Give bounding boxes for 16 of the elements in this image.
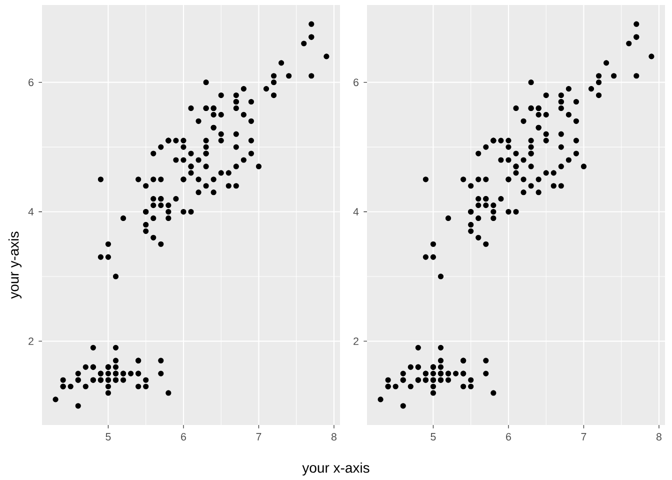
- x-tick-label: 5: [430, 433, 436, 440]
- x-tick-label: 5: [106, 433, 111, 440]
- x-axis-title: your x-axis: [302, 462, 370, 476]
- x-tick-label: 8: [331, 433, 336, 441]
- y-tick-label: 4: [353, 208, 359, 216]
- y-tick-label: 6: [28, 78, 34, 86]
- x-tick-label: 7: [581, 433, 586, 440]
- y-tick-label: 2: [354, 337, 358, 345]
- x-tick-label: 7: [256, 433, 262, 440]
- y-axis-title: your y-axis: [8, 232, 22, 299]
- x-tick-label: 8: [656, 433, 662, 441]
- y-tick-label: 2: [28, 337, 34, 345]
- y-tick-label: 4: [28, 208, 34, 216]
- x-tick-label: 6: [181, 433, 186, 441]
- y-tick-label: 6: [354, 78, 358, 86]
- x-tick-label: 6: [506, 433, 511, 441]
